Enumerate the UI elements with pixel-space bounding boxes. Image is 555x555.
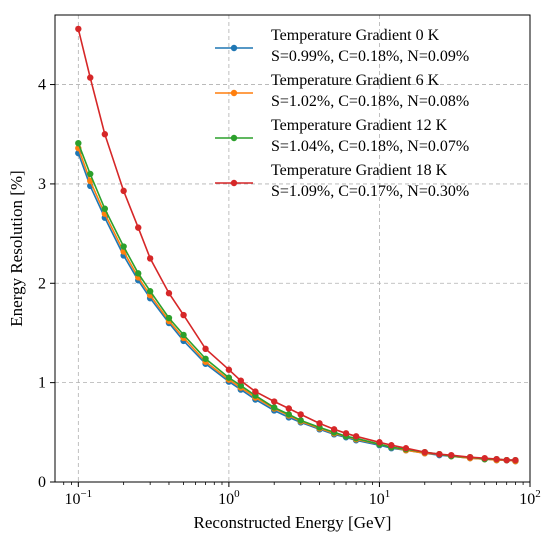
data-point bbox=[271, 398, 278, 405]
legend-series-params: S=1.02%, C=0.18%, N=0.08% bbox=[271, 93, 469, 110]
data-point bbox=[75, 25, 82, 33]
legend-series-params: S=0.99%, C=0.18%, N=0.09% bbox=[271, 48, 469, 65]
y-axis-label: Energy Resolution [%] bbox=[7, 170, 26, 326]
tick-layer: 0 1 2 3 4 10−1 100 101 102 bbox=[38, 77, 541, 508]
y-tick-label: 0 bbox=[38, 474, 46, 491]
legend-series-name: Temperature Gradient 12 K bbox=[271, 117, 448, 134]
data-point bbox=[376, 439, 383, 446]
legend-item-3: Temperature Gradient 18 K S=1.09%, C=0.17… bbox=[215, 162, 469, 200]
data-point bbox=[165, 290, 173, 297]
legend-item-2: Temperature Gradient 12 K S=1.04%, C=0.18… bbox=[215, 117, 469, 155]
data-point bbox=[493, 455, 500, 463]
data-point bbox=[436, 450, 443, 458]
legend-series-params: S=1.09%, C=0.17%, N=0.30% bbox=[271, 183, 469, 200]
data-point bbox=[285, 411, 292, 418]
data-point bbox=[481, 454, 488, 462]
x-axis-label: Reconstructed Energy [GeV] bbox=[194, 513, 392, 532]
data-point bbox=[87, 170, 94, 178]
data-point bbox=[135, 224, 142, 231]
data-point bbox=[297, 417, 304, 424]
data-point bbox=[120, 243, 127, 250]
data-point bbox=[225, 374, 233, 381]
x-tick-label: 100 bbox=[218, 488, 240, 508]
data-point bbox=[87, 74, 94, 81]
data-point bbox=[297, 411, 304, 418]
data-point bbox=[135, 270, 142, 277]
data-point bbox=[421, 448, 428, 456]
legend: Temperature Gradient 0 K S=0.99%, C=0.18%… bbox=[215, 27, 469, 200]
data-point bbox=[75, 139, 82, 147]
legend-series-name: Temperature Gradient 6 K bbox=[271, 72, 440, 89]
data-point bbox=[146, 255, 154, 262]
data-point bbox=[225, 366, 233, 373]
legend-swatch-marker bbox=[230, 179, 238, 187]
x-tick-label: 10−1 bbox=[64, 488, 92, 508]
data-point bbox=[352, 433, 360, 440]
series-3 bbox=[75, 25, 519, 464]
data-point bbox=[165, 314, 173, 322]
plot-frame bbox=[54, 14, 531, 483]
data-point bbox=[180, 311, 187, 319]
legend-series-params: S=1.04%, C=0.18%, N=0.07% bbox=[271, 138, 469, 155]
x-tick-label: 101 bbox=[369, 488, 391, 508]
y-tick-label: 3 bbox=[38, 176, 46, 193]
data-point bbox=[271, 404, 278, 411]
x-tick-label: 102 bbox=[519, 488, 541, 508]
legend-item-0: Temperature Gradient 0 K S=0.99%, C=0.18%… bbox=[215, 27, 469, 65]
data-point bbox=[512, 456, 519, 464]
data-point bbox=[237, 377, 245, 384]
data-point bbox=[180, 331, 187, 339]
data-point bbox=[101, 131, 109, 138]
data-point bbox=[316, 420, 323, 427]
data-point bbox=[448, 451, 455, 459]
data-point bbox=[237, 382, 245, 389]
data-point bbox=[402, 445, 410, 452]
data-point bbox=[120, 187, 127, 195]
series-layer bbox=[75, 25, 519, 465]
data-point bbox=[330, 426, 338, 433]
data-point bbox=[252, 388, 259, 395]
legend-swatch-marker bbox=[230, 44, 238, 52]
data-point bbox=[202, 345, 209, 353]
data-point bbox=[101, 205, 109, 212]
legend-swatch-marker bbox=[230, 89, 238, 97]
y-tick-label: 4 bbox=[38, 77, 46, 94]
data-point bbox=[342, 430, 350, 437]
data-point bbox=[503, 456, 510, 464]
data-point bbox=[388, 442, 395, 449]
legend-series-name: Temperature Gradient 0 K bbox=[271, 27, 440, 44]
y-tick-label: 1 bbox=[38, 375, 46, 392]
legend-series-name: Temperature Gradient 18 K bbox=[271, 162, 448, 179]
y-tick-label: 2 bbox=[38, 275, 46, 292]
legend-swatch-marker bbox=[230, 134, 238, 142]
data-point bbox=[202, 355, 209, 362]
data-point bbox=[466, 453, 474, 461]
data-point bbox=[146, 288, 154, 295]
legend-item-1: Temperature Gradient 6 K S=1.02%, C=0.18%… bbox=[215, 72, 469, 110]
data-point bbox=[285, 405, 292, 412]
